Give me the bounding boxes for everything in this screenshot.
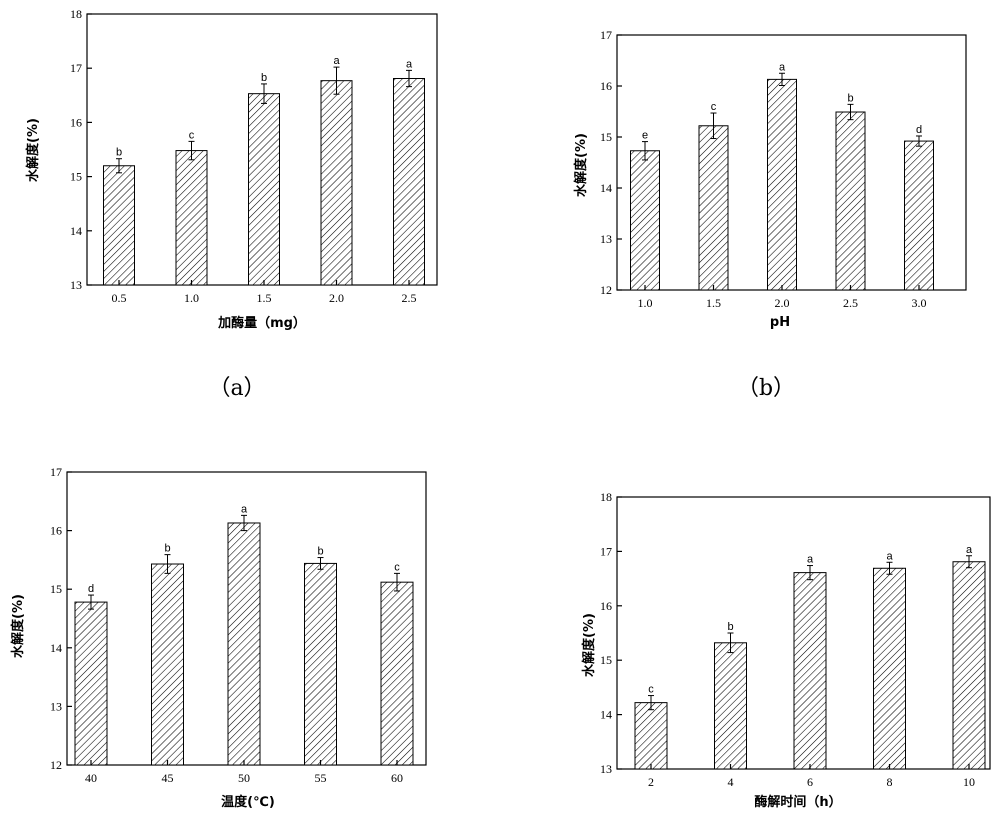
y-tick-label: 13 [50,699,62,713]
bar [873,567,906,770]
ylabel-a: 水解度(%) [25,118,41,182]
significance-letter: e [642,130,648,142]
y-tick-label: 16 [600,79,612,93]
x-tick-label: 50 [238,771,250,785]
x-tick-label: 40 [85,771,97,785]
xlabel-b: pH [770,315,790,330]
y-tick-label: 12 [50,758,62,772]
significance-letter: d [916,124,922,136]
x-tick-label: 45 [162,771,174,785]
y-tick-label: 18 [70,7,82,21]
x-tick-label: 10 [963,775,975,789]
x-tick-label: 2.0 [329,291,344,305]
x-tick-label: 2 [648,775,654,789]
chart-panel-c: 水解度(%) 温度(℃) 12 13 14 15 16 17 d 40 b 45 a 50 b 55 c 60 [10,465,427,810]
significance-letter: b [164,543,170,555]
bar [714,642,747,770]
chart-panel-b: 水解度(%) pH （b） 12 13 14 15 16 17 e 1.0 c 1.5 a 2.0 b 2… [573,28,967,401]
ylabel-b: 水解度(%) [573,133,589,197]
bar [320,80,353,286]
y-tick-label: 13 [600,232,612,246]
y-tick-label: 17 [70,61,82,75]
y-tick-label: 13 [70,278,82,292]
y-tick-label: 14 [70,224,82,238]
y-tick-label: 15 [600,653,612,667]
significance-letter: b [727,621,733,633]
bar [952,561,986,770]
bar [227,522,261,766]
y-tick-label: 17 [600,544,612,558]
bar [393,77,425,286]
x-tick-label: 4 [728,775,734,789]
bar [767,78,797,291]
xlabel-a: 加酶量（mg） [217,315,306,331]
bar [103,165,135,286]
bar [630,150,660,291]
y-tick-label: 14 [50,641,62,655]
panel-label-a: （a） [208,376,265,401]
significance-letter: c [711,101,717,113]
significance-letter: a [807,554,814,566]
x-tick-label: 1.5 [257,291,272,305]
y-tick-label: 16 [600,599,612,613]
y-tick-label: 16 [70,115,82,129]
xlabel-d: 酶解时间（h） [754,794,841,810]
x-tick-label: 60 [391,771,403,785]
x-tick-label: 8 [887,775,893,789]
bar [74,601,108,766]
y-tick-label: 15 [600,130,612,144]
y-tick-label: 15 [70,170,82,184]
significance-letter: d [88,583,94,595]
bar [175,150,208,286]
significance-letter: a [886,550,893,562]
x-tick-label: 55 [315,771,327,785]
significance-letter: c [648,684,654,696]
bar [380,581,414,766]
y-tick-label: 17 [600,28,612,42]
y-tick-label: 18 [600,490,612,504]
bar [835,111,866,291]
bar [904,140,934,291]
x-tick-label: 0.5 [112,291,127,305]
chart-panel-a: 水解度(%) 加酶量（mg） （a） 13 14 15 16 17 18 b 0.5 c 1.0 b… [25,7,438,401]
significance-letter: c [189,129,195,141]
significance-letter: b [261,72,267,84]
bar [304,562,337,766]
ylabel-d: 水解度(%) [581,613,597,677]
x-tick-label: 2.5 [843,296,858,310]
y-tick-label: 14 [600,708,612,722]
bar [248,93,280,286]
bar [634,702,668,770]
x-tick-label: 2.0 [775,296,790,310]
x-tick-label: 6 [807,775,813,789]
significance-letter: c [394,561,400,573]
significance-letter: b [317,546,323,558]
y-tick-label: 13 [600,762,612,776]
bar [151,563,184,766]
x-tick-label: 2.5 [402,291,417,305]
y-tick-label: 16 [50,524,62,538]
y-tick-label: 14 [600,181,612,195]
significance-letter: b [116,147,122,159]
y-tick-label: 15 [50,582,62,596]
significance-letter: a [333,55,340,67]
y-tick-label: 12 [600,283,612,297]
bar [793,572,827,770]
x-tick-label: 1.0 [184,291,199,305]
chart-panel-d: 水解度(%) 酶解时间（h） 13 14 15 16 17 18 c 2 b 4 a 6 a 8 a 10 [581,490,991,810]
y-tick-label: 17 [50,465,62,479]
bar [698,125,729,291]
x-tick-label: 1.5 [706,296,721,310]
panel-label-b: （b） [737,376,795,401]
significance-letter: a [241,503,248,515]
ylabel-c: 水解度(%) [10,594,26,658]
significance-letter: b [847,92,853,104]
significance-letter: a [779,61,786,73]
x-tick-label: 3.0 [912,296,927,310]
significance-letter: a [966,544,973,556]
xlabel-c: 温度(℃) [221,794,275,810]
x-tick-label: 1.0 [638,296,653,310]
significance-letter: a [406,58,413,70]
